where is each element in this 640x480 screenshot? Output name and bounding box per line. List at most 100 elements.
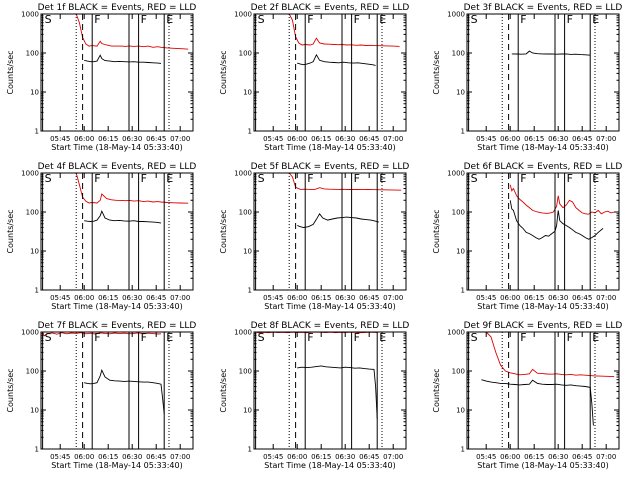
plot-frame bbox=[40, 331, 194, 450]
x-tick-label: 06:30 bbox=[548, 453, 568, 461]
y-tick-label: 10 bbox=[456, 248, 465, 256]
series-lld-line bbox=[42, 14, 189, 50]
y-tick-label: 1000 bbox=[447, 11, 465, 19]
series-lld-line bbox=[42, 173, 189, 204]
marker-label-f: F bbox=[141, 172, 147, 185]
marker-label-e: E bbox=[592, 172, 599, 185]
series-lld-line bbox=[468, 332, 615, 378]
y-tick-label: 100 bbox=[239, 50, 252, 58]
x-tick-label: 07:00 bbox=[596, 453, 616, 461]
marker-label-f: F bbox=[94, 172, 100, 185]
panel-title: Det 7f BLACK = Events, RED = LLD bbox=[38, 321, 197, 331]
marker-label-e: E bbox=[592, 331, 599, 344]
x-tick-label: 06:30 bbox=[122, 294, 142, 302]
panel-title: Det 2f BLACK = Events, RED = LLD bbox=[251, 3, 410, 13]
marker-label-e: E bbox=[379, 172, 386, 185]
plot-frame bbox=[466, 331, 620, 450]
marker-label-f: F bbox=[307, 331, 313, 344]
x-tick-label: 06:30 bbox=[548, 294, 568, 302]
y-tick-label: 1000 bbox=[21, 170, 39, 178]
marker-label-s: S bbox=[258, 331, 265, 344]
plot-frame bbox=[40, 13, 194, 132]
marker-label-f: F bbox=[567, 172, 573, 185]
y-tick-label: 100 bbox=[26, 368, 39, 376]
x-tick-label: 06:45 bbox=[359, 453, 379, 461]
marker-label-f: F bbox=[141, 13, 147, 26]
y-axis-label: Counts/sec bbox=[432, 209, 441, 253]
series-events-line bbox=[509, 200, 604, 240]
x-tick-label: 06:00 bbox=[500, 294, 520, 302]
series-events-line bbox=[481, 379, 594, 426]
x-tick-label: 07:00 bbox=[170, 294, 190, 302]
y-axis-label: Counts/sec bbox=[6, 209, 15, 253]
panel-title: Det 4f BLACK = Events, RED = LLD bbox=[38, 162, 197, 172]
y-tick-label: 100 bbox=[452, 209, 465, 217]
marker-label-f: F bbox=[520, 13, 526, 26]
y-tick-label: 1000 bbox=[234, 170, 252, 178]
x-tick-label: 06:45 bbox=[359, 294, 379, 302]
marker-label-e: E bbox=[592, 13, 599, 26]
x-tick-label: 06:45 bbox=[572, 135, 592, 143]
x-tick-label: 05:45 bbox=[476, 294, 496, 302]
x-tick-label: 06:30 bbox=[122, 135, 142, 143]
y-tick-label: 100 bbox=[26, 209, 39, 217]
series-events-line bbox=[511, 50, 591, 56]
x-tick-label: 07:00 bbox=[170, 135, 190, 143]
x-tick-label: 07:00 bbox=[383, 453, 403, 461]
series-events-line bbox=[84, 210, 162, 224]
marker-label-f: F bbox=[354, 331, 360, 344]
marker-label-s: S bbox=[471, 13, 478, 26]
y-tick-label: 10 bbox=[456, 89, 465, 97]
marker-label-s: S bbox=[258, 172, 265, 185]
marker-label-e: E bbox=[166, 331, 173, 344]
y-tick-label: 10 bbox=[30, 89, 39, 97]
plot-frame bbox=[466, 172, 620, 291]
y-tick-label: 1 bbox=[248, 287, 252, 295]
marker-label-s: S bbox=[45, 13, 52, 26]
x-tick-label: 07:00 bbox=[383, 135, 403, 143]
y-tick-label: 10 bbox=[243, 89, 252, 97]
y-tick-label: 1 bbox=[461, 287, 465, 295]
marker-label-e: E bbox=[379, 331, 386, 344]
x-tick-label: 05:45 bbox=[263, 294, 283, 302]
x-axis-label: Start Time (18-May-14 05:33:40) bbox=[264, 143, 395, 152]
x-tick-label: 06:45 bbox=[572, 453, 592, 461]
y-tick-label: 1000 bbox=[234, 329, 252, 337]
x-tick-label: 06:00 bbox=[74, 135, 94, 143]
panel-title: Det 6f BLACK = Events, RED = LLD bbox=[464, 162, 623, 172]
marker-label-f: F bbox=[141, 331, 147, 344]
marker-label-s: S bbox=[45, 331, 52, 344]
marker-label-s: S bbox=[471, 172, 478, 185]
y-tick-label: 10 bbox=[30, 248, 39, 256]
panel-title: Det 5f BLACK = Events, RED = LLD bbox=[251, 162, 410, 172]
y-tick-label: 10 bbox=[243, 248, 252, 256]
x-tick-label: 06:15 bbox=[311, 135, 331, 143]
y-axis-label: Counts/sec bbox=[6, 368, 15, 412]
marker-label-s: S bbox=[471, 331, 478, 344]
y-axis-label: Counts/sec bbox=[219, 368, 228, 412]
x-tick-label: 05:45 bbox=[50, 135, 70, 143]
marker-label-f: F bbox=[354, 13, 360, 26]
y-tick-label: 10 bbox=[456, 407, 465, 415]
y-tick-label: 1 bbox=[35, 128, 39, 136]
y-tick-label: 1 bbox=[461, 446, 465, 454]
x-tick-label: 06:15 bbox=[311, 453, 331, 461]
y-tick-label: 100 bbox=[239, 368, 252, 376]
y-tick-label: 100 bbox=[26, 50, 39, 58]
x-tick-label: 06:30 bbox=[335, 135, 355, 143]
x-tick-label: 05:45 bbox=[50, 453, 70, 461]
y-tick-label: 1 bbox=[35, 446, 39, 454]
panel-title: Det 3f BLACK = Events, RED = LLD bbox=[464, 3, 623, 13]
series-events-line bbox=[297, 212, 379, 228]
x-tick-label: 06:00 bbox=[74, 294, 94, 302]
marker-label-s: S bbox=[258, 13, 265, 26]
y-tick-label: 1000 bbox=[21, 11, 39, 19]
x-axis-label: Start Time (18-May-14 05:33:40) bbox=[477, 143, 608, 152]
x-tick-label: 06:45 bbox=[146, 135, 166, 143]
